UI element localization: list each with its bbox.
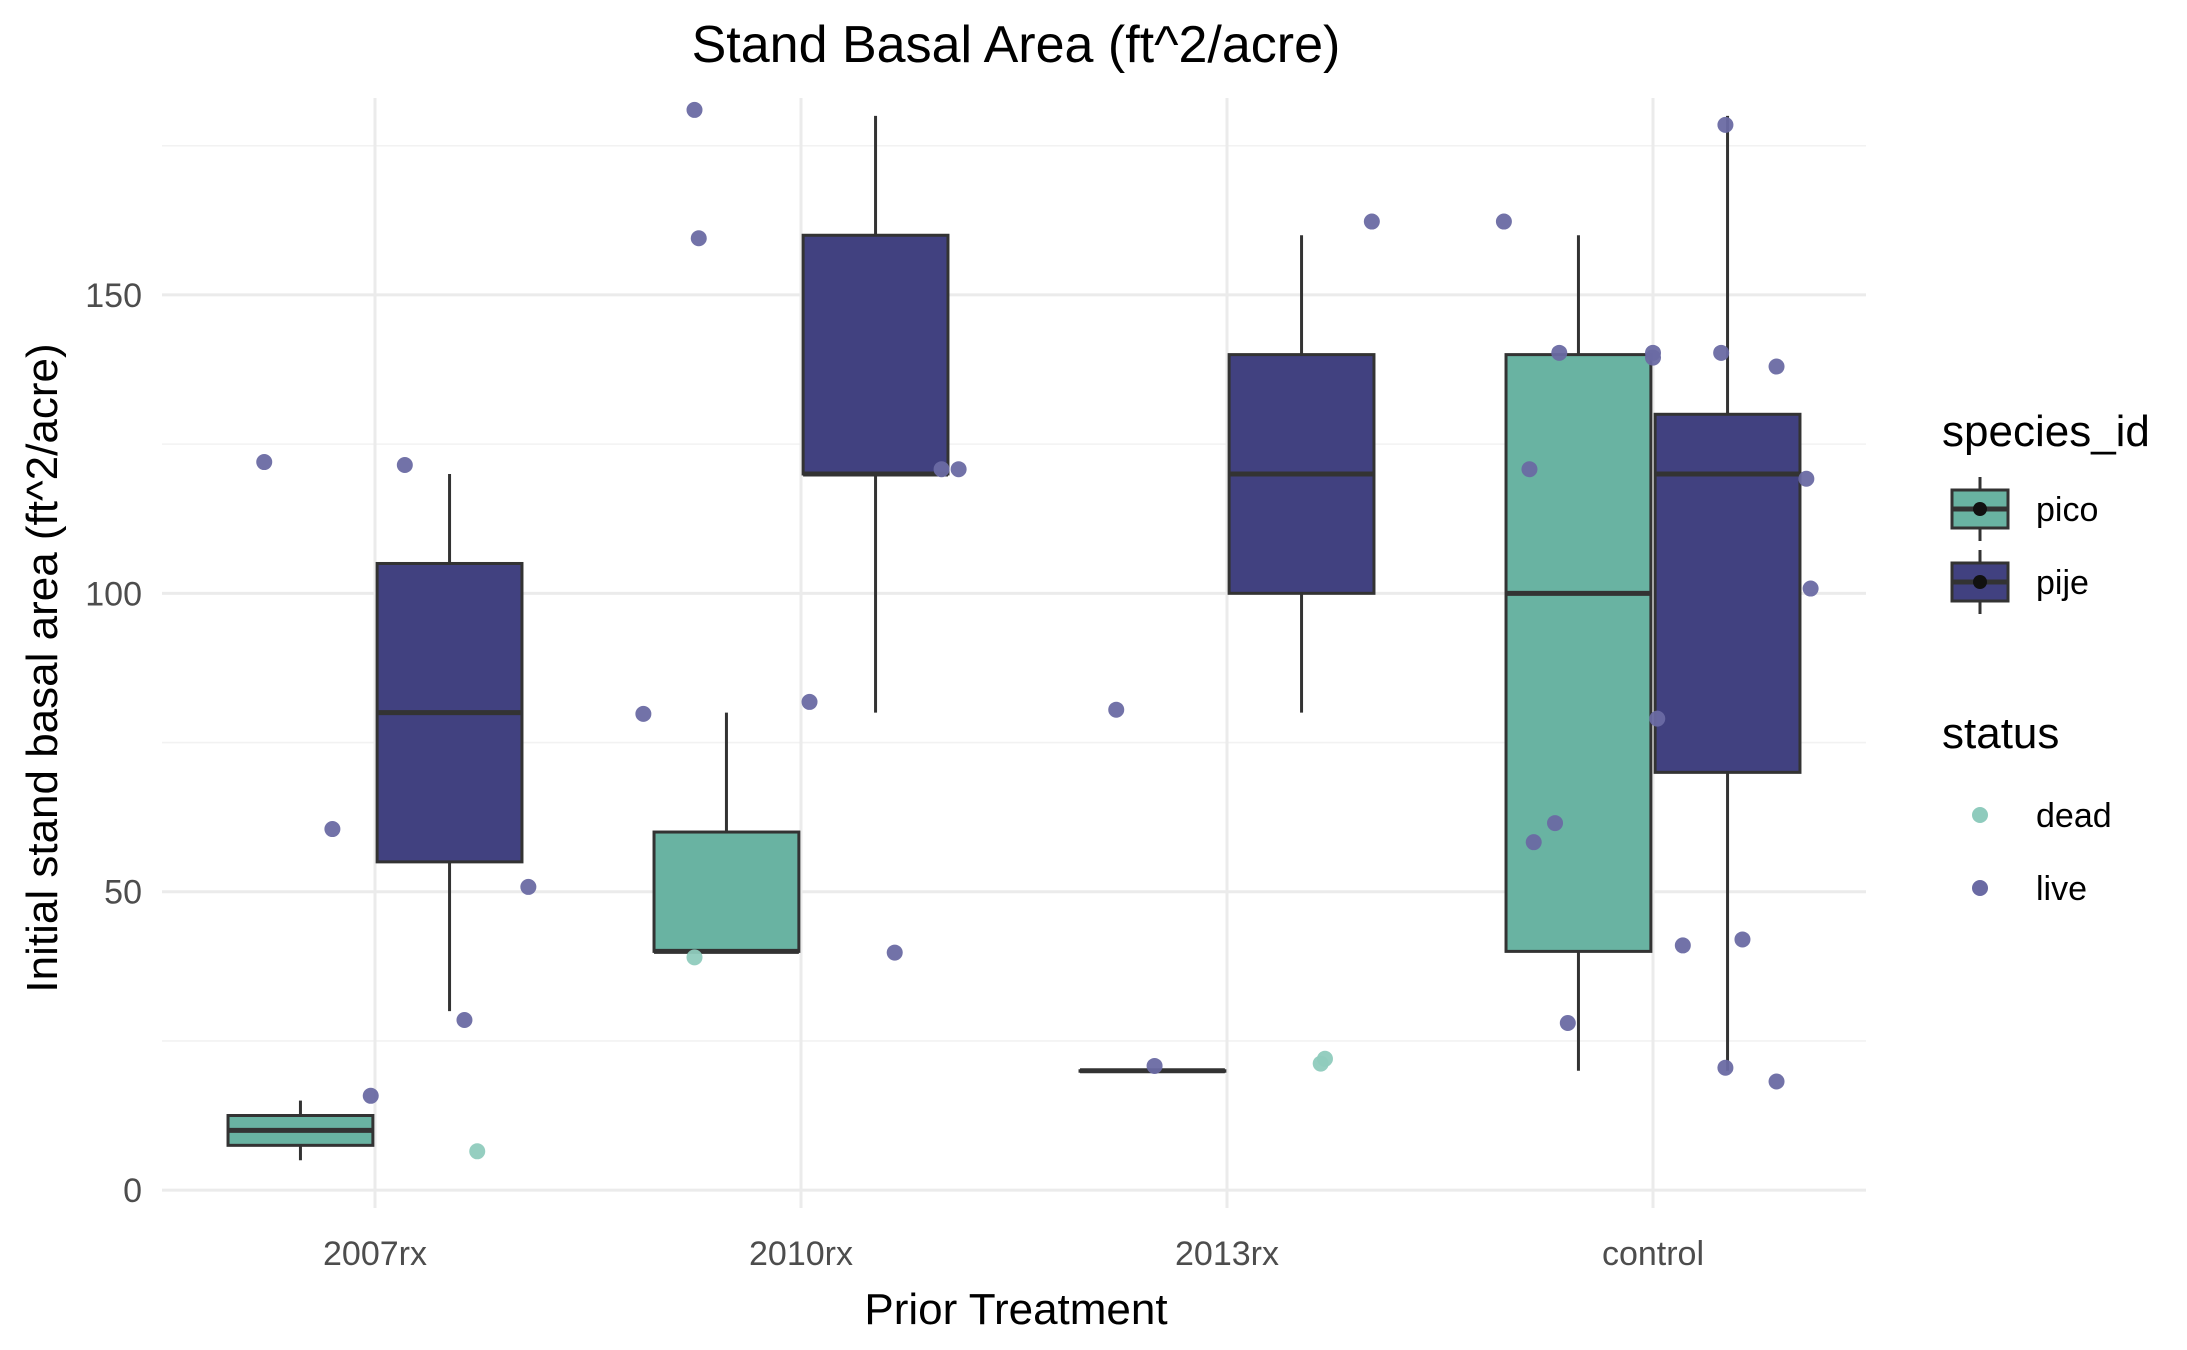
point-live xyxy=(1547,815,1564,832)
point-live xyxy=(456,1012,473,1029)
point-live xyxy=(950,461,967,478)
box-2007rx-pije xyxy=(375,473,524,1012)
point-live xyxy=(520,878,537,895)
box-iqr xyxy=(801,233,950,476)
legend-entry-dead: dead xyxy=(1972,797,2112,835)
y-tick-label: 0 xyxy=(123,1172,142,1210)
point-live xyxy=(1521,461,1538,478)
point-live xyxy=(324,821,341,838)
point-live xyxy=(1717,116,1734,133)
x-tick-label: 2013rx xyxy=(1175,1235,1279,1273)
point-live xyxy=(933,461,950,478)
chart-title: Stand Basal Area (ft^2/acre) xyxy=(692,16,1341,74)
point-live xyxy=(1802,580,1819,597)
point-live xyxy=(1551,344,1568,361)
point-dead xyxy=(469,1143,486,1160)
x-axis-ticks: 2007rx 2010rx 2013rx control xyxy=(323,1235,1704,1273)
x-axis-title: Prior Treatment xyxy=(864,1285,1167,1334)
point-live xyxy=(1363,213,1380,230)
y-tick-label: 150 xyxy=(85,277,142,315)
point-layer xyxy=(256,101,1819,1160)
point-live xyxy=(1768,358,1785,375)
legend-key-point xyxy=(1972,880,1988,896)
box-iqr xyxy=(652,830,801,953)
legend-label: dead xyxy=(2036,797,2112,835)
box-2013rx-pije xyxy=(1227,235,1376,713)
point-live xyxy=(1559,1015,1576,1031)
legend-title-status: status xyxy=(1942,709,2059,758)
point-live xyxy=(1674,937,1691,954)
y-tick-label: 100 xyxy=(85,575,142,613)
point-live xyxy=(1734,931,1751,948)
x-tick-label: 2007rx xyxy=(323,1235,427,1273)
y-tick-label: 50 xyxy=(104,874,142,912)
legend-label: pije xyxy=(2036,564,2089,602)
point-live xyxy=(635,705,652,722)
box-layer xyxy=(226,115,1802,1161)
point-live xyxy=(396,457,413,474)
point-live xyxy=(1108,701,1125,718)
point-live xyxy=(801,693,818,710)
point-live xyxy=(1495,213,1512,230)
box-iqr xyxy=(1504,353,1653,953)
legend-title-species: species_id xyxy=(1942,407,2150,456)
box-control-pije xyxy=(1653,115,1802,1071)
legend-key-point xyxy=(1973,502,1987,516)
point-live xyxy=(256,454,273,471)
x-tick-label: 2010rx xyxy=(749,1235,853,1273)
legend-label: pico xyxy=(2036,491,2098,529)
point-live xyxy=(1649,710,1666,727)
box-iqr xyxy=(1653,412,1802,774)
box-2010rx-pico xyxy=(652,712,801,954)
point-live xyxy=(686,101,703,118)
legend-key-point xyxy=(1972,807,1988,823)
y-axis-ticks: 0 50 100 150 xyxy=(85,277,142,1210)
point-live xyxy=(1146,1057,1163,1074)
point-live xyxy=(1713,344,1730,361)
point-live xyxy=(690,230,707,247)
point-dead xyxy=(1316,1050,1333,1067)
legend-entry-pije: pije xyxy=(1950,550,2089,614)
point-live xyxy=(362,1087,379,1104)
box-2010rx-pije xyxy=(801,115,950,713)
legend-entry-live: live xyxy=(1972,870,2087,908)
box-2007rx-pico xyxy=(226,1100,375,1161)
point-live xyxy=(1645,349,1661,366)
point-live xyxy=(886,944,903,961)
point-live xyxy=(1717,1059,1734,1076)
legend-label: live xyxy=(2036,870,2087,908)
x-tick-label: control xyxy=(1602,1235,1704,1273)
legend-key-point xyxy=(1973,575,1987,589)
point-dead xyxy=(686,949,703,966)
legend-entry-pico: pico xyxy=(1950,477,2098,541)
point-live xyxy=(1798,470,1815,487)
box-control-pico xyxy=(1504,235,1653,1071)
point-live xyxy=(1525,834,1542,851)
y-axis-title: Initial stand basal area (ft^2/acre) xyxy=(18,343,67,992)
point-live xyxy=(1768,1073,1785,1090)
